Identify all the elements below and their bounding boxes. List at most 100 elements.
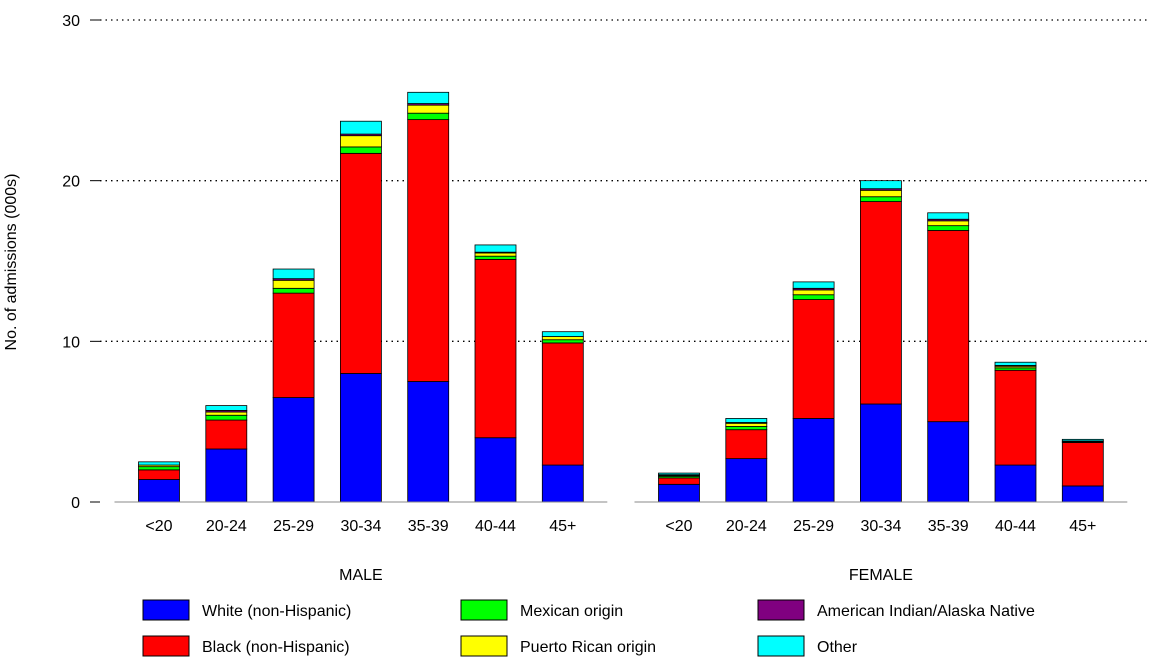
x-tick-label: 25-29: [793, 518, 834, 535]
bar-segment-female-1-2: [725, 426, 768, 431]
x-axis: <20 20-24 25-29 30-34 35-39 40-44 45+ MALE <20 20…: [114, 501, 1128, 584]
legend-label: American Indian/Alaska Native: [817, 603, 1035, 620]
bar-segment-female-1-3: [725, 422, 768, 427]
bar-segment-female-6-0: [1061, 485, 1104, 503]
bar-segment-female-0-5: [658, 472, 700, 476]
legend-swatch: [142, 599, 190, 621]
bar-segment-male-4-1: [407, 119, 450, 382]
bar-segment-male-4-2: [407, 112, 450, 121]
bar-segment-male-1-2: [205, 414, 248, 421]
bar-segment-male-6-2: [541, 339, 584, 344]
legend-swatch: [142, 635, 190, 657]
bar-segment-female-5-1: [994, 369, 1037, 466]
legend-label: Black (non-Hispanic): [202, 639, 350, 656]
legend-label: Other: [817, 639, 858, 656]
bar-segment-male-3-0: [339, 373, 382, 503]
bar-segment-female-0-1: [658, 477, 700, 485]
bar-segment-male-0-5: [138, 461, 180, 466]
bar-segment-female-6-5: [1061, 438, 1104, 442]
y-tick-label: 20: [62, 174, 80, 191]
bar-segment-male-1-3: [205, 411, 248, 416]
bar-segment-male-4-0: [407, 381, 450, 503]
legend-label: Puerto Rican origin: [520, 639, 656, 656]
bar-segment-female-3-5: [860, 180, 902, 190]
bar-segment-male-3-5: [339, 120, 382, 135]
legend-label: White (non-Hispanic): [202, 603, 351, 620]
bar-segment-female-0-0: [658, 483, 700, 503]
x-tick-label: 30-34: [860, 518, 901, 535]
bar-segment-female-4-2: [927, 225, 970, 231]
x-tick-label: 40-44: [995, 518, 1036, 535]
bars: [138, 91, 1104, 503]
bar-segment-female-4-0: [927, 421, 970, 503]
y-tick-label: 0: [71, 495, 80, 512]
x-tick-label: 35-39: [928, 518, 969, 535]
x-tick-label: 20-24: [726, 518, 767, 535]
bar-segment-female-1-1: [725, 429, 768, 460]
x-tick-label: 45+: [549, 518, 576, 535]
group-label: MALE: [339, 567, 383, 584]
y-tick-label: 10: [62, 334, 80, 351]
bar-segment-female-1-5: [725, 418, 768, 423]
bar-segment-male-6-3: [541, 336, 584, 341]
bar-segment-female-3-0: [860, 403, 902, 503]
bar-segment-male-4-3: [407, 104, 450, 114]
y-axis-title: No. of admissions (000s): [3, 174, 20, 351]
bar-segment-female-3-2: [860, 196, 902, 202]
bar-segment-male-4-5: [407, 91, 450, 104]
bar-segment-male-3-2: [339, 146, 382, 154]
legend-swatch: [757, 599, 805, 621]
bar-segment-female-6-1: [1061, 442, 1104, 487]
legend-swatch: [460, 635, 508, 657]
bar-segment-male-1-0: [205, 448, 248, 503]
bar-segment-male-6-1: [541, 342, 584, 466]
x-tick-label: 30-34: [340, 518, 381, 535]
bar-segment-female-2-2: [792, 294, 835, 300]
legend-swatch: [460, 599, 508, 621]
gridlines: [100, 19, 1150, 342]
y-axis: 0 10 20 30: [62, 13, 100, 512]
x-tick-label: 35-39: [408, 518, 449, 535]
bar-segment-male-6-5: [541, 331, 584, 337]
bar-segment-male-2-2: [272, 287, 315, 294]
bar-segment-male-5-2: [474, 255, 517, 260]
x-tick-label: 20-24: [206, 518, 247, 535]
bar-segment-male-6-0: [541, 464, 584, 503]
bar-segment-male-0-0: [138, 479, 180, 503]
bar-segment-male-3-3: [339, 135, 382, 148]
bar-segment-male-5-0: [474, 437, 517, 503]
bar-segment-male-3-1: [339, 152, 382, 374]
x-tick-label: 45+: [1069, 518, 1096, 535]
bar-segment-female-2-3: [792, 289, 835, 296]
x-tick-label: <20: [145, 518, 172, 535]
bar-segment-female-5-0: [994, 464, 1037, 503]
bar-segment-female-2-5: [792, 281, 835, 289]
bar-segment-male-5-5: [474, 244, 517, 253]
legend: White (non-Hispanic) Black (non-Hispanic)…: [142, 599, 1035, 657]
bar-segment-male-5-1: [474, 258, 517, 439]
bar-segment-female-1-0: [725, 458, 768, 503]
bar-segment-female-3-3: [860, 189, 902, 198]
x-tick-label: 40-44: [475, 518, 516, 535]
bar-segment-male-1-1: [205, 419, 248, 450]
legend-swatch: [757, 635, 805, 657]
group-label: FEMALE: [849, 567, 913, 584]
bar-segment-female-2-0: [792, 418, 835, 503]
x-tick-label: <20: [665, 518, 692, 535]
bar-segment-female-2-1: [792, 299, 835, 419]
bar-segment-male-2-0: [272, 397, 315, 503]
bar-segment-male-1-5: [205, 405, 248, 411]
bar-segment-male-0-1: [138, 469, 180, 480]
bar-segment-female-4-5: [927, 212, 970, 220]
bar-segment-male-2-1: [272, 292, 315, 398]
y-tick-label: 30: [62, 13, 80, 30]
bar-segment-male-0-2: [138, 466, 180, 471]
bar-segment-male-5-3: [474, 252, 517, 257]
bar-segment-female-4-3: [927, 220, 970, 227]
legend-label: Mexican origin: [520, 603, 623, 620]
bar-segment-male-2-3: [272, 279, 315, 289]
bar-segment-female-4-1: [927, 230, 970, 423]
bar-segment-female-5-5: [994, 361, 1037, 366]
bar-segment-female-3-1: [860, 201, 902, 405]
